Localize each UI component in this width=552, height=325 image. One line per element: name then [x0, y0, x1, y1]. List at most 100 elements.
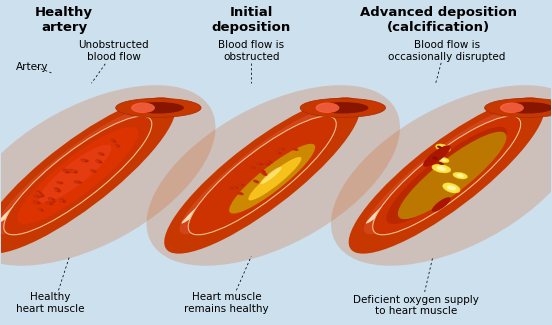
- Ellipse shape: [275, 151, 282, 154]
- Ellipse shape: [4, 116, 152, 235]
- Ellipse shape: [63, 170, 66, 172]
- Ellipse shape: [238, 184, 242, 185]
- Ellipse shape: [439, 162, 444, 165]
- Ellipse shape: [248, 157, 301, 201]
- Ellipse shape: [0, 124, 116, 224]
- Ellipse shape: [37, 193, 41, 196]
- Ellipse shape: [453, 172, 468, 179]
- Ellipse shape: [432, 164, 451, 173]
- Ellipse shape: [432, 158, 437, 160]
- Ellipse shape: [437, 166, 446, 171]
- Ellipse shape: [56, 181, 63, 184]
- Ellipse shape: [96, 160, 99, 162]
- Text: Healthy
heart muscle: Healthy heart muscle: [16, 292, 84, 314]
- Ellipse shape: [164, 97, 360, 254]
- Ellipse shape: [62, 169, 70, 174]
- Ellipse shape: [71, 170, 78, 173]
- Ellipse shape: [81, 160, 86, 161]
- Text: Initial
deposition: Initial deposition: [211, 6, 291, 33]
- Ellipse shape: [99, 153, 102, 155]
- Ellipse shape: [423, 145, 450, 167]
- Ellipse shape: [237, 192, 243, 195]
- Ellipse shape: [292, 148, 298, 151]
- Ellipse shape: [262, 172, 267, 176]
- Ellipse shape: [254, 180, 257, 182]
- Text: Healthy
artery: Healthy artery: [35, 6, 93, 33]
- Ellipse shape: [229, 187, 232, 188]
- Ellipse shape: [253, 180, 259, 183]
- Ellipse shape: [49, 198, 52, 200]
- Ellipse shape: [57, 182, 61, 183]
- Ellipse shape: [316, 103, 339, 113]
- Ellipse shape: [110, 139, 116, 143]
- Ellipse shape: [317, 102, 368, 113]
- Ellipse shape: [433, 157, 438, 159]
- Ellipse shape: [67, 170, 71, 171]
- Ellipse shape: [38, 208, 44, 212]
- Ellipse shape: [437, 157, 449, 163]
- Ellipse shape: [256, 162, 263, 165]
- Ellipse shape: [259, 170, 263, 172]
- Ellipse shape: [436, 144, 450, 152]
- Ellipse shape: [91, 170, 94, 172]
- Ellipse shape: [133, 102, 184, 113]
- Ellipse shape: [261, 167, 282, 184]
- Ellipse shape: [75, 181, 79, 183]
- Ellipse shape: [279, 148, 285, 150]
- Ellipse shape: [95, 160, 103, 163]
- Ellipse shape: [502, 102, 552, 113]
- Ellipse shape: [229, 144, 315, 214]
- Ellipse shape: [188, 116, 336, 235]
- Ellipse shape: [251, 166, 253, 168]
- Ellipse shape: [71, 171, 75, 172]
- Ellipse shape: [232, 187, 236, 188]
- Ellipse shape: [110, 139, 114, 142]
- Ellipse shape: [45, 202, 54, 205]
- Ellipse shape: [349, 97, 545, 254]
- Text: Blood flow is
obstructed: Blood flow is obstructed: [218, 40, 284, 62]
- Ellipse shape: [229, 187, 235, 189]
- Text: Artery: Artery: [15, 62, 48, 72]
- Text: Deficient oxygen supply
to heart muscle: Deficient oxygen supply to heart muscle: [353, 295, 479, 316]
- Ellipse shape: [276, 152, 279, 153]
- Ellipse shape: [266, 160, 273, 163]
- Ellipse shape: [182, 124, 300, 224]
- Ellipse shape: [386, 127, 507, 224]
- Ellipse shape: [59, 198, 66, 203]
- Ellipse shape: [373, 116, 521, 235]
- Ellipse shape: [37, 192, 44, 197]
- Ellipse shape: [115, 145, 118, 147]
- Ellipse shape: [81, 159, 89, 162]
- Ellipse shape: [364, 110, 516, 234]
- Ellipse shape: [74, 181, 82, 184]
- Ellipse shape: [437, 146, 442, 148]
- Ellipse shape: [33, 201, 41, 204]
- Text: Heart muscle
remains healthy: Heart muscle remains healthy: [184, 292, 269, 314]
- Ellipse shape: [238, 183, 245, 186]
- Ellipse shape: [54, 188, 61, 192]
- Ellipse shape: [90, 169, 97, 173]
- Ellipse shape: [300, 98, 385, 117]
- Ellipse shape: [440, 158, 446, 162]
- Ellipse shape: [98, 152, 104, 156]
- Ellipse shape: [35, 190, 42, 195]
- Ellipse shape: [60, 199, 63, 202]
- Ellipse shape: [439, 146, 447, 150]
- Ellipse shape: [257, 163, 261, 164]
- Ellipse shape: [0, 110, 147, 234]
- Ellipse shape: [46, 202, 50, 204]
- Ellipse shape: [258, 169, 266, 174]
- Ellipse shape: [146, 85, 400, 266]
- Ellipse shape: [39, 145, 112, 203]
- Ellipse shape: [0, 85, 215, 266]
- Text: Advanced deposition
(calcification): Advanced deposition (calcification): [360, 6, 517, 33]
- Ellipse shape: [264, 163, 270, 165]
- Ellipse shape: [49, 200, 52, 202]
- Ellipse shape: [66, 169, 75, 172]
- Ellipse shape: [131, 103, 155, 113]
- Ellipse shape: [34, 195, 38, 197]
- Ellipse shape: [70, 170, 78, 173]
- Ellipse shape: [447, 186, 456, 190]
- Ellipse shape: [443, 183, 460, 193]
- Ellipse shape: [49, 199, 56, 203]
